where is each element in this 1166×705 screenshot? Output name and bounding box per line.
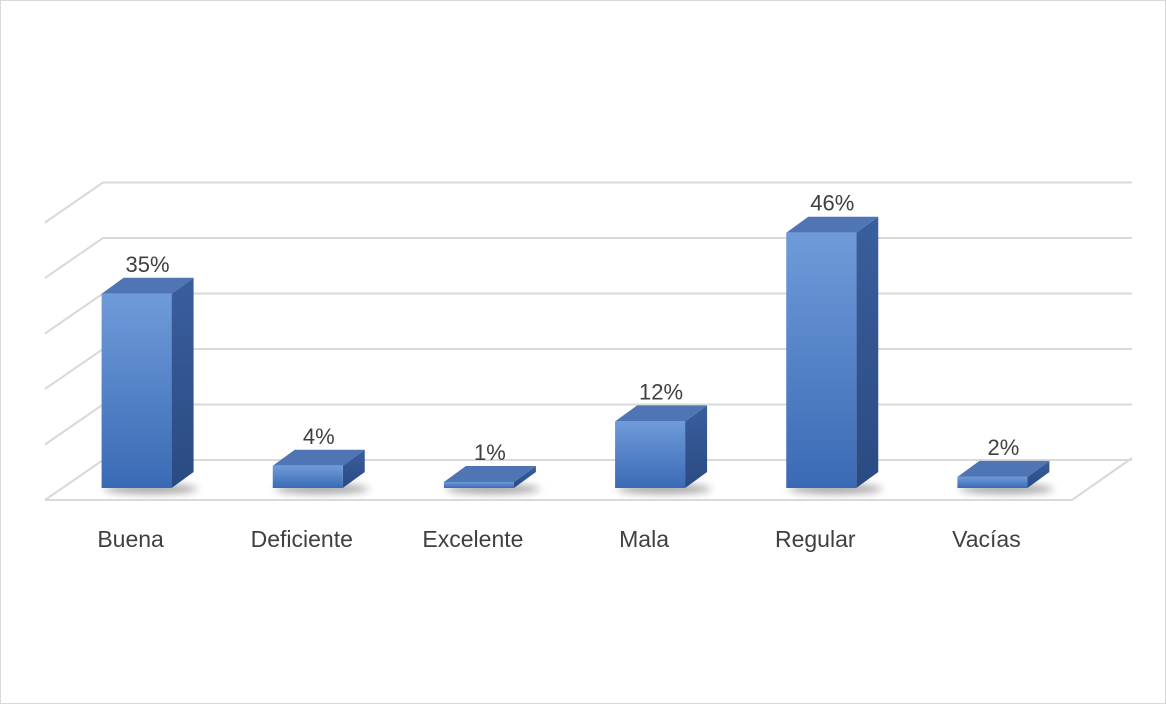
bar-top xyxy=(443,466,536,482)
gridline-side xyxy=(44,459,104,501)
bars xyxy=(101,216,1050,488)
x-axis-tick-labels: Buena Deficiente Excelente Mala Regular Vacía… xyxy=(97,526,1020,552)
bar-top xyxy=(957,460,1050,477)
bar xyxy=(443,482,514,488)
gridline-side xyxy=(44,181,104,224)
bar-side xyxy=(171,277,194,488)
bar xyxy=(101,293,172,488)
data-label: 4% xyxy=(303,424,335,449)
x-tick-label: Regular xyxy=(775,526,856,552)
bar xyxy=(786,232,857,488)
bar xyxy=(957,476,1028,488)
data-label: 12% xyxy=(639,379,683,404)
data-label: 35% xyxy=(126,252,170,277)
bar-top xyxy=(786,216,879,233)
gridline-side xyxy=(44,237,104,279)
gridline-side xyxy=(44,348,104,390)
data-label: 1% xyxy=(474,440,506,465)
bar-shadows xyxy=(103,484,1054,494)
bar-side xyxy=(513,466,536,488)
data-label: 2% xyxy=(988,435,1020,460)
bar-side xyxy=(685,405,708,488)
bar-side xyxy=(856,216,879,488)
x-tick-label: Buena xyxy=(97,526,164,552)
bar-top xyxy=(272,449,365,466)
gridline-side xyxy=(44,403,104,446)
gridlines xyxy=(44,181,1133,501)
gridline-side xyxy=(44,292,104,335)
bar-side xyxy=(1027,460,1050,488)
bar-side xyxy=(342,449,365,488)
bar xyxy=(272,465,343,488)
x-tick-label: Deficiente xyxy=(251,526,353,552)
data-labels: 35% 4% 1% 12% 46% 2% xyxy=(126,191,1020,465)
bar-top xyxy=(615,405,708,422)
x-tick-label: Excelente xyxy=(422,526,523,552)
floor-edge-side xyxy=(1071,457,1133,501)
bar-top xyxy=(101,277,194,294)
bar xyxy=(615,421,686,488)
data-label: 46% xyxy=(810,191,854,216)
x-tick-label: Vacías xyxy=(952,526,1021,552)
x-tick-label: Mala xyxy=(619,526,669,552)
